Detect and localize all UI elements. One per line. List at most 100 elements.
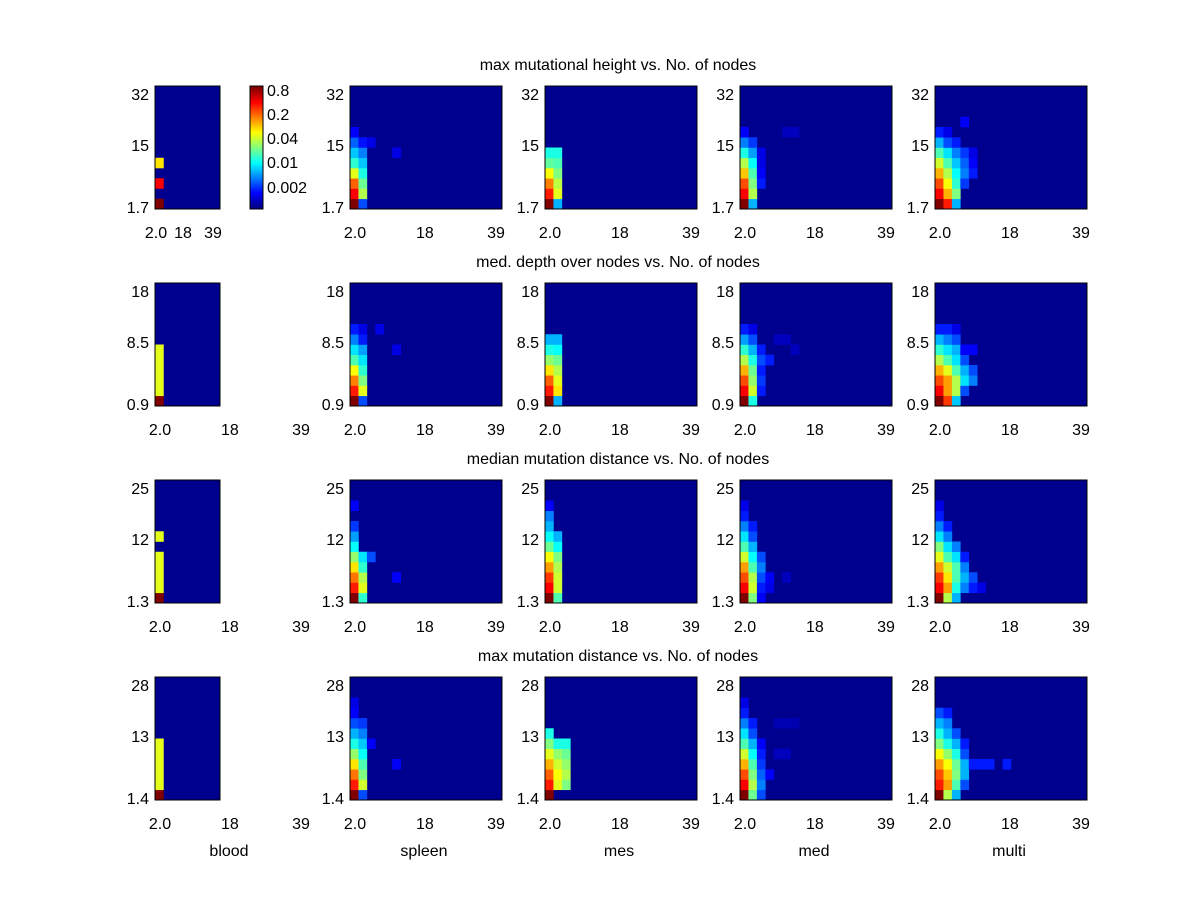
heatmap-cell	[943, 395, 953, 406]
heatmap-cell	[350, 789, 359, 800]
heatmap-cell	[155, 365, 164, 376]
colorbar-step	[250, 101, 263, 104]
heatmap-cell	[943, 344, 953, 356]
heatmap-cell	[553, 168, 563, 179]
heatmap-cell	[943, 354, 953, 366]
heatmap-cell	[943, 385, 953, 397]
heatmap-cell	[935, 521, 944, 532]
heatmap-cell	[943, 365, 953, 376]
heatmap-cell	[756, 168, 766, 179]
heatmap-cell	[748, 789, 758, 800]
colorbar-step	[250, 153, 263, 156]
heatmap-cell	[545, 198, 554, 209]
heatmap-cell	[553, 157, 563, 169]
y-tick-label: 8.5	[517, 335, 539, 352]
heatmap-cell	[350, 500, 359, 512]
heatmap-cell	[951, 198, 961, 209]
heatmap-cell	[740, 365, 749, 376]
heatmap-cell	[951, 541, 961, 553]
heatmap-cell	[358, 365, 368, 376]
heatmap-cell	[358, 728, 368, 739]
colorbar-step	[250, 164, 263, 168]
heatmap-cell	[740, 178, 749, 189]
heatmap-cell	[968, 582, 978, 594]
heatmap-cell	[985, 759, 995, 770]
x-tick-label: 18	[416, 619, 434, 636]
y-tick-label: 32	[521, 87, 539, 104]
heatmap-cell	[943, 707, 953, 719]
panel-cells	[935, 500, 986, 603]
x-tick-label: 2.0	[929, 225, 951, 242]
heatmap-cell	[553, 344, 563, 356]
heatmap-cell	[350, 198, 359, 209]
x-tick-label: 39	[682, 422, 700, 439]
panel-cells	[935, 707, 1012, 800]
heatmap-cell	[350, 541, 359, 553]
heatmap-cell	[782, 334, 791, 345]
heatmap-cell	[155, 354, 164, 366]
colorbar-step	[250, 157, 263, 160]
panel-background	[155, 480, 220, 603]
heatmap-cell	[561, 779, 571, 791]
heatmap-cell	[748, 168, 758, 179]
heatmap-cell	[943, 769, 953, 780]
colorbar-step	[250, 120, 263, 123]
heatmap-cell	[782, 572, 791, 583]
heatmap-cell	[748, 759, 758, 770]
heatmap-cell	[748, 365, 758, 376]
heatmap-cell	[748, 198, 758, 209]
heatmap-cell	[358, 769, 368, 780]
y-tick-label: 8.5	[907, 335, 929, 352]
heatmap-cell	[358, 385, 368, 397]
heatmap-cell	[943, 582, 953, 594]
heatmap-cell	[553, 582, 563, 594]
panel-border	[544, 282, 698, 407]
heatmap-panel-med-2	[739, 282, 893, 407]
x-tick-label: 2.0	[929, 619, 951, 636]
heatmap-cell	[943, 521, 953, 532]
y-tick-label: 28	[521, 678, 539, 695]
heatmap-cell	[545, 551, 554, 563]
heatmap-cell	[553, 385, 563, 397]
heatmap-cell	[748, 178, 758, 189]
heatmap-cell	[545, 365, 554, 376]
y-tick-label: 1.7	[712, 200, 734, 217]
y-tick-label: 1.4	[712, 791, 734, 808]
heatmap-cell	[960, 562, 970, 573]
heatmap-cell	[756, 157, 766, 169]
colorbar-step	[250, 201, 263, 204]
row-title: max mutational height vs. No. of nodes	[480, 57, 757, 74]
heatmap-cell	[545, 375, 554, 386]
y-tick-label: 13	[911, 729, 929, 746]
heatmap-cell	[155, 759, 164, 770]
y-tick-label: 15	[326, 138, 344, 155]
heatmap-cell	[358, 157, 368, 169]
y-tick-label: 1.7	[907, 200, 929, 217]
colorbar-step	[250, 137, 263, 141]
heatmap-cell	[951, 551, 961, 563]
heatmap-cell	[951, 779, 961, 791]
heatmap-cell	[935, 582, 944, 594]
colorbar-step	[250, 189, 263, 192]
colorbar-tick-label: 0.04	[267, 131, 298, 148]
column-label-spleen: spleen	[400, 843, 447, 860]
heatmap-cell	[740, 127, 749, 138]
heatmap-cell	[943, 551, 953, 563]
x-tick-label: 2.0	[734, 225, 756, 242]
panel-cells	[545, 728, 571, 800]
heatmap-cell	[358, 354, 368, 366]
heatmap-cell	[951, 375, 961, 386]
panel-border	[739, 676, 893, 801]
x-tick-label: 18	[1001, 422, 1019, 439]
panel-border	[934, 676, 1088, 801]
y-tick-label: 12	[131, 532, 149, 549]
heatmap-cell	[545, 334, 554, 345]
heatmap-cell	[545, 157, 554, 169]
x-tick-label: 18	[806, 619, 824, 636]
heatmap-cell	[765, 354, 775, 366]
heatmap-cell	[155, 198, 164, 209]
x-tick-label: 39	[487, 225, 505, 242]
heatmap-cell	[740, 137, 749, 148]
colorbar-step	[250, 135, 263, 139]
x-tick-label: 39	[292, 816, 310, 833]
